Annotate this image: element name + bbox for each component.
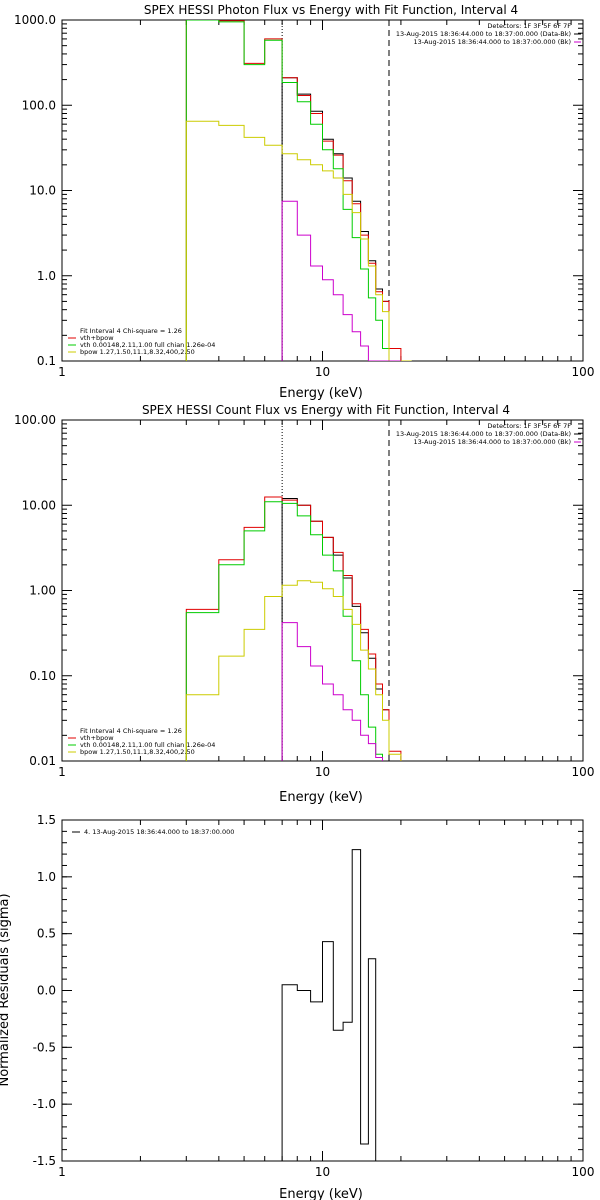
photon-title: SPEX HESSI Photon Flux vs Energy with Fi… <box>144 3 518 17</box>
residuals-plot-area: 1 10 100 -1.5 -1.0 -0.5 0.0 0.5 1.0 1.5 4. 13-Aug-… <box>33 813 595 1179</box>
residuals-ylabel: Normalized Residuals (sigma) <box>0 893 12 1086</box>
y-tick-label: 0.1 <box>37 354 56 368</box>
x-tick-label: 10 <box>315 365 330 379</box>
series-data <box>281 77 401 361</box>
residuals-xlabel: Energy (keV) <box>279 1187 363 1200</box>
x-tick-label: 1 <box>58 765 66 779</box>
x-tick-label: 1 <box>58 365 66 379</box>
residuals-panel: 1 10 100 -1.5 -1.0 -0.5 0.0 0.5 1.0 1.5 4. 13-Aug-… <box>0 813 594 1200</box>
y-tick-label: 10.00 <box>22 498 56 512</box>
series-bpow <box>185 120 412 361</box>
x-tick-label: 100 <box>572 1165 595 1179</box>
header-line: Detectors: 1F 3F 5F 6F 7F <box>487 422 571 430</box>
x-tick-label: 10 <box>315 765 330 779</box>
y-tick-label: 0.5 <box>37 927 56 941</box>
legend-entry: bpow 1.27,1.50,11.1,8.32,400,2.50 <box>80 748 195 756</box>
header-line: 13-Aug-2015 18:36:44.000 to 18:37:00.000… <box>396 430 571 438</box>
count-plot-area: 1 10 100 0.01 0.10 1.00 10.00 100.00 Detectors: … <box>14 413 594 779</box>
y-tick-label: 100.00 <box>14 413 56 427</box>
legend-entry: vth 0.00148,2.11,1.00 full chian 1.26e-0… <box>80 341 215 349</box>
series-vth <box>185 501 383 761</box>
photon-panel: SPEX HESSI Photon Flux vs Energy with Fi… <box>14 3 594 401</box>
series-total <box>185 496 402 761</box>
y-tick-label: 10.0 <box>29 184 56 198</box>
count-panel: SPEX HESSI Count Flux vs Energy with Fit… <box>14 403 594 805</box>
plot-frame <box>61 19 584 362</box>
series-bk <box>281 200 401 361</box>
x-tick-label: 100 <box>572 765 595 779</box>
header-line: Detectors: 1F 3F 5F 6F 7F <box>487 22 571 30</box>
y-tick-label: 1.0 <box>37 269 56 283</box>
legend-entry: Fit Interval 4 Chi-square = 1.26 <box>80 727 182 735</box>
y-tick-label: 1000.0 <box>14 13 56 27</box>
x-tick-label: 10 <box>315 1165 330 1179</box>
header-line: 13-Aug-2015 18:36:44.000 to 18:37:00.000… <box>396 30 571 38</box>
y-tick-label: 0.01 <box>29 754 56 768</box>
series-vth <box>185 20 401 361</box>
legend-entry: bpow 1.27,1.50,11.1,8.32,400,2.50 <box>80 348 195 356</box>
photon-plot-area: 1 10 100 0.1 1.0 10.0 100.0 1000.0 Detectors: 1F… <box>14 13 594 379</box>
y-tick-label: -1.0 <box>33 1097 56 1111</box>
y-tick-label: -1.5 <box>33 1154 56 1168</box>
x-tick-label: 1 <box>58 1165 66 1179</box>
y-tick-label: 100.0 <box>22 98 56 112</box>
legend-entry: 4. 13-Aug-2015 18:36:44.000 to 18:37:00.… <box>84 828 234 836</box>
x-tick-label: 100 <box>572 365 595 379</box>
photon-xlabel: Energy (keV) <box>279 386 363 401</box>
legend-entry: vth 0.00148,2.11,1.00 full chian 1.26e-0… <box>80 741 215 749</box>
y-tick-label: 1.5 <box>37 813 56 827</box>
y-tick-label: 1.0 <box>37 870 56 884</box>
series-data <box>281 849 377 1161</box>
count-xlabel: Energy (keV) <box>279 790 363 805</box>
legend-entry: vth+bpow <box>80 334 114 342</box>
series-total <box>185 20 402 361</box>
y-tick-label: 0.10 <box>29 669 56 683</box>
y-tick-label: 0.0 <box>37 984 56 998</box>
series-data <box>281 498 401 761</box>
header-line: 13-Aug-2015 18:36:44.000 to 18:37:00.000… <box>414 438 571 446</box>
legend-entry: vth+bpow <box>80 734 114 742</box>
y-tick-label: 1.00 <box>29 584 56 598</box>
series-bk <box>281 622 383 761</box>
header-line: 13-Aug-2015 18:36:44.000 to 18:37:00.000… <box>414 38 571 46</box>
legend-entry: Fit Interval 4 Chi-square = 1.26 <box>80 327 182 335</box>
count-title: SPEX HESSI Count Flux vs Energy with Fit… <box>142 403 510 417</box>
y-tick-label: -0.5 <box>33 1040 56 1054</box>
series-bpow <box>185 580 402 761</box>
plot-frame <box>61 419 584 762</box>
